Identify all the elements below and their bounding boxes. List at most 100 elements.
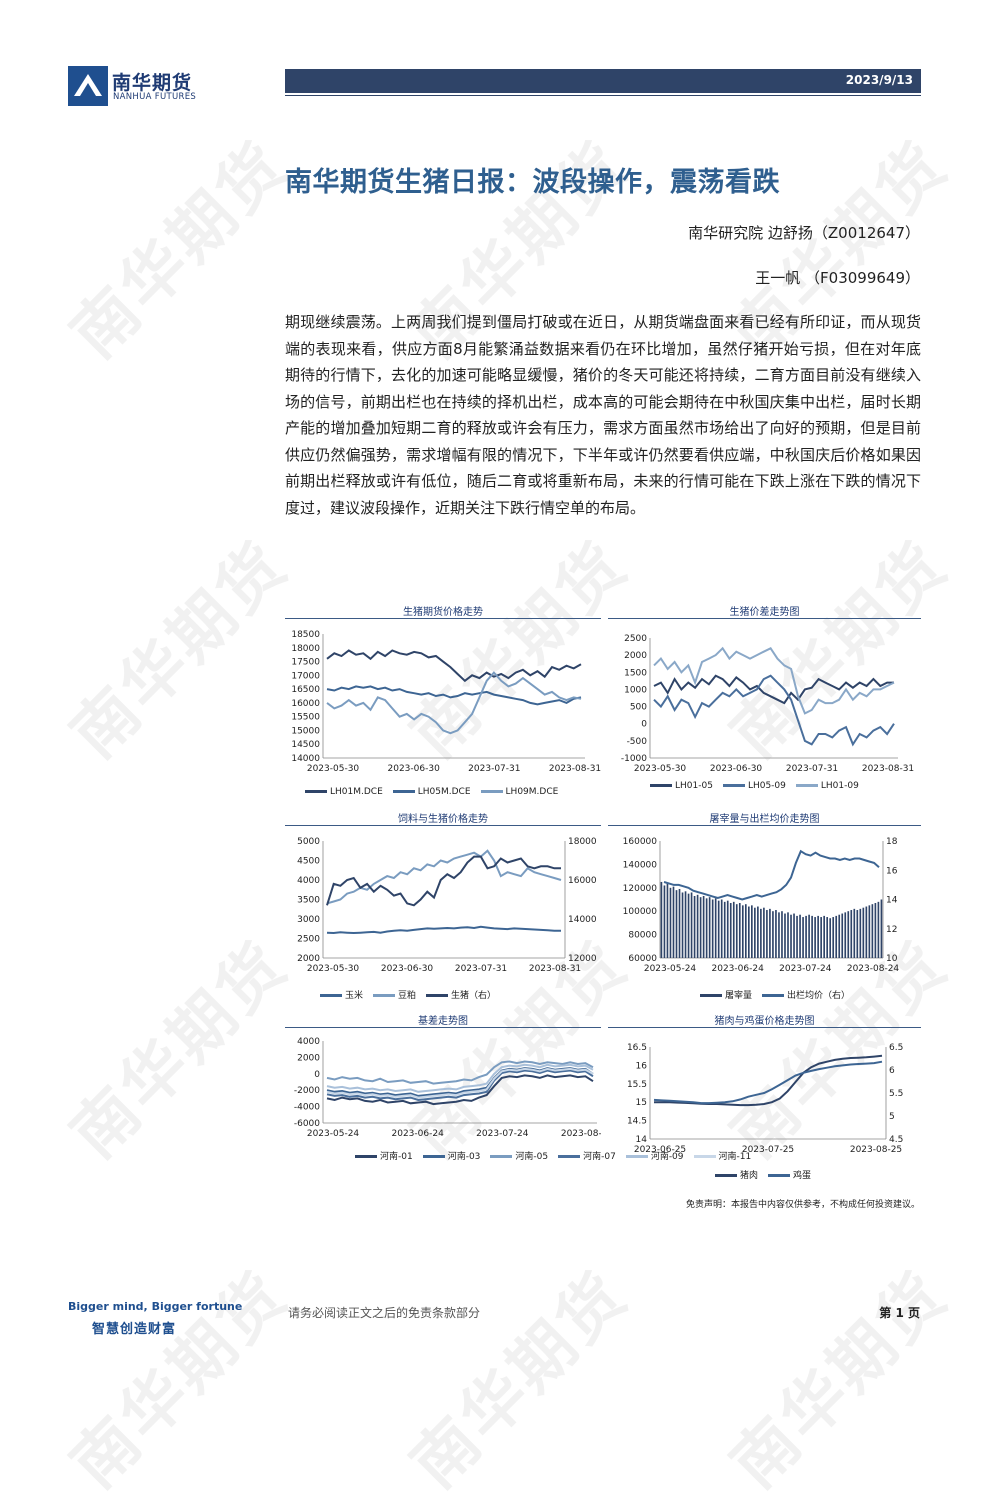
- legend-swatch: [490, 1155, 513, 1158]
- legend-label: 生猪（右）: [451, 991, 497, 1001]
- author-primary: 南华研究院 边舒扬（Z0012647）: [688, 224, 920, 242]
- series-line: [326, 671, 582, 735]
- series-line: [654, 1054, 883, 1107]
- bar: [720, 899, 723, 958]
- y-right-tick-label: 14: [886, 896, 898, 906]
- y-right-tick-label: 5: [889, 1112, 895, 1122]
- legend-swatch: [650, 784, 672, 787]
- bar: [696, 894, 699, 958]
- chart-title-slaughter: 屠宰量与出栏均价走势图: [709, 814, 820, 825]
- series-line: [326, 1067, 594, 1099]
- bar: [660, 881, 663, 958]
- legend-item: LH05-09: [722, 781, 786, 791]
- bar: [775, 910, 777, 958]
- bar: [741, 905, 744, 958]
- x-tick-label: 2023-06-25: [634, 1145, 686, 1155]
- bar: [708, 897, 711, 958]
- legend-swatch: [305, 790, 327, 793]
- bar: [880, 899, 883, 958]
- legend-label: 出栏均价（右）: [787, 991, 851, 1001]
- bar: [856, 910, 859, 958]
- bar: [805, 915, 807, 958]
- bar: [726, 900, 729, 958]
- legend-swatch: [768, 1174, 791, 1177]
- y-tick-label: 3500: [297, 896, 320, 906]
- x-tick-label: 2023-08-31: [549, 764, 601, 774]
- y-tick-label: 17500: [291, 658, 320, 668]
- bar: [687, 893, 690, 958]
- chart-meat-egg: 14 14.5 15 15.5 16 16.5 4.5 5 5.5 6 6.5 2023-06-25 2…: [627, 1043, 903, 1155]
- watermark-text: 南华期货: [717, 1257, 963, 1503]
- legend-swatch: [715, 1174, 737, 1177]
- y-tick-label: 14: [636, 1135, 648, 1145]
- series-line: [326, 685, 582, 706]
- legend-item: 生猪（右）: [426, 988, 496, 1001]
- chart-basis: -6000 -4000 -2000 0 2000 4000 2023-05-24 2023-0…: [294, 1037, 601, 1139]
- legend-label: LH05-09: [747, 781, 786, 791]
- legend-item: 屠宰量: [700, 988, 752, 1001]
- bar: [817, 915, 819, 958]
- chart-title-basis: 基差走势图: [418, 1016, 468, 1027]
- legend-item: 河南-07: [558, 1150, 616, 1165]
- legend-item: 出栏均价（右）: [762, 988, 850, 1001]
- bar: [859, 908, 862, 958]
- y-tick-label: 14000: [291, 754, 320, 764]
- x-tick-label: 2023-05-24: [307, 1129, 360, 1139]
- watermark-text: 南华期货: [57, 1257, 303, 1503]
- bar: [769, 908, 771, 958]
- legend-swatch: [722, 784, 745, 787]
- bar: [829, 918, 832, 958]
- bar: [717, 900, 720, 958]
- bar: [738, 903, 741, 958]
- legend-label: LH01M.DCE: [330, 787, 383, 797]
- logo-mark-icon: [68, 66, 108, 106]
- bar: [874, 903, 877, 958]
- bar: [835, 915, 838, 958]
- bar: [832, 917, 835, 958]
- y-tick-label: 140000: [623, 860, 658, 870]
- bar: [690, 892, 693, 958]
- legend-item: LH01-09: [795, 781, 859, 791]
- y-tick-label: 2500: [624, 634, 647, 644]
- bar: [732, 901, 735, 958]
- chart-feed: 2000 2500 3000 3500 4000 4500 5000 12000 14000 16…: [297, 837, 597, 974]
- y-tick-label: 2000: [297, 1053, 320, 1063]
- watermark-text: 南华期货: [57, 127, 303, 373]
- series-line: [653, 1060, 883, 1105]
- legend-futures: LH01M.DCE LH05M.DCE LH09M.DCE: [305, 787, 568, 797]
- y-tick-label: 160000: [623, 837, 658, 847]
- y-tick-label: -500: [627, 737, 648, 747]
- bar: [723, 901, 726, 958]
- chart-frame-basis: [285, 1027, 601, 1028]
- series-line: [326, 1074, 594, 1106]
- bar: [811, 915, 813, 958]
- series-line: [326, 1060, 594, 1085]
- y-tick-label: 80000: [628, 931, 657, 941]
- x-tick-label: 2023-06-30: [381, 964, 434, 974]
- bar: [766, 910, 768, 958]
- bar: [802, 917, 804, 958]
- bar: [814, 917, 816, 958]
- bar: [799, 914, 801, 958]
- legend-swatch: [625, 1155, 648, 1158]
- legend-feed: 玉米 豆粕 生猪（右）: [320, 988, 506, 1001]
- y-tick-label: 14500: [291, 740, 320, 750]
- logo-text-cn: 南华期货: [112, 72, 193, 94]
- company-logo: 南华期货 NANHUA FUTURES: [68, 66, 218, 106]
- y-tick-label: 16.5: [627, 1043, 647, 1053]
- bar: [787, 912, 789, 958]
- bar: [735, 904, 738, 958]
- legend-slaughter: 屠宰量 出栏均价（右）: [700, 988, 860, 1001]
- y-tick-label: 14.5: [627, 1117, 647, 1127]
- x-tick-label: 2023-06-30: [388, 764, 441, 774]
- legend-label: LH01-05: [675, 781, 713, 791]
- chart-slaughter: 60000 80000 100000 120000 140000 160000 10 12 14…: [623, 837, 900, 974]
- header-divider: [285, 95, 921, 96]
- legend-label: LH09M.DCE: [505, 787, 559, 797]
- series-line: [653, 674, 894, 705]
- x-tick-label: 2023-07-31: [468, 764, 520, 774]
- x-tick-label: 2023-06-24: [712, 964, 765, 974]
- x-tick-label: 2023-07-25: [742, 1145, 794, 1155]
- bar: [678, 888, 681, 958]
- x-tick-label: 2023-08-25: [850, 1145, 902, 1155]
